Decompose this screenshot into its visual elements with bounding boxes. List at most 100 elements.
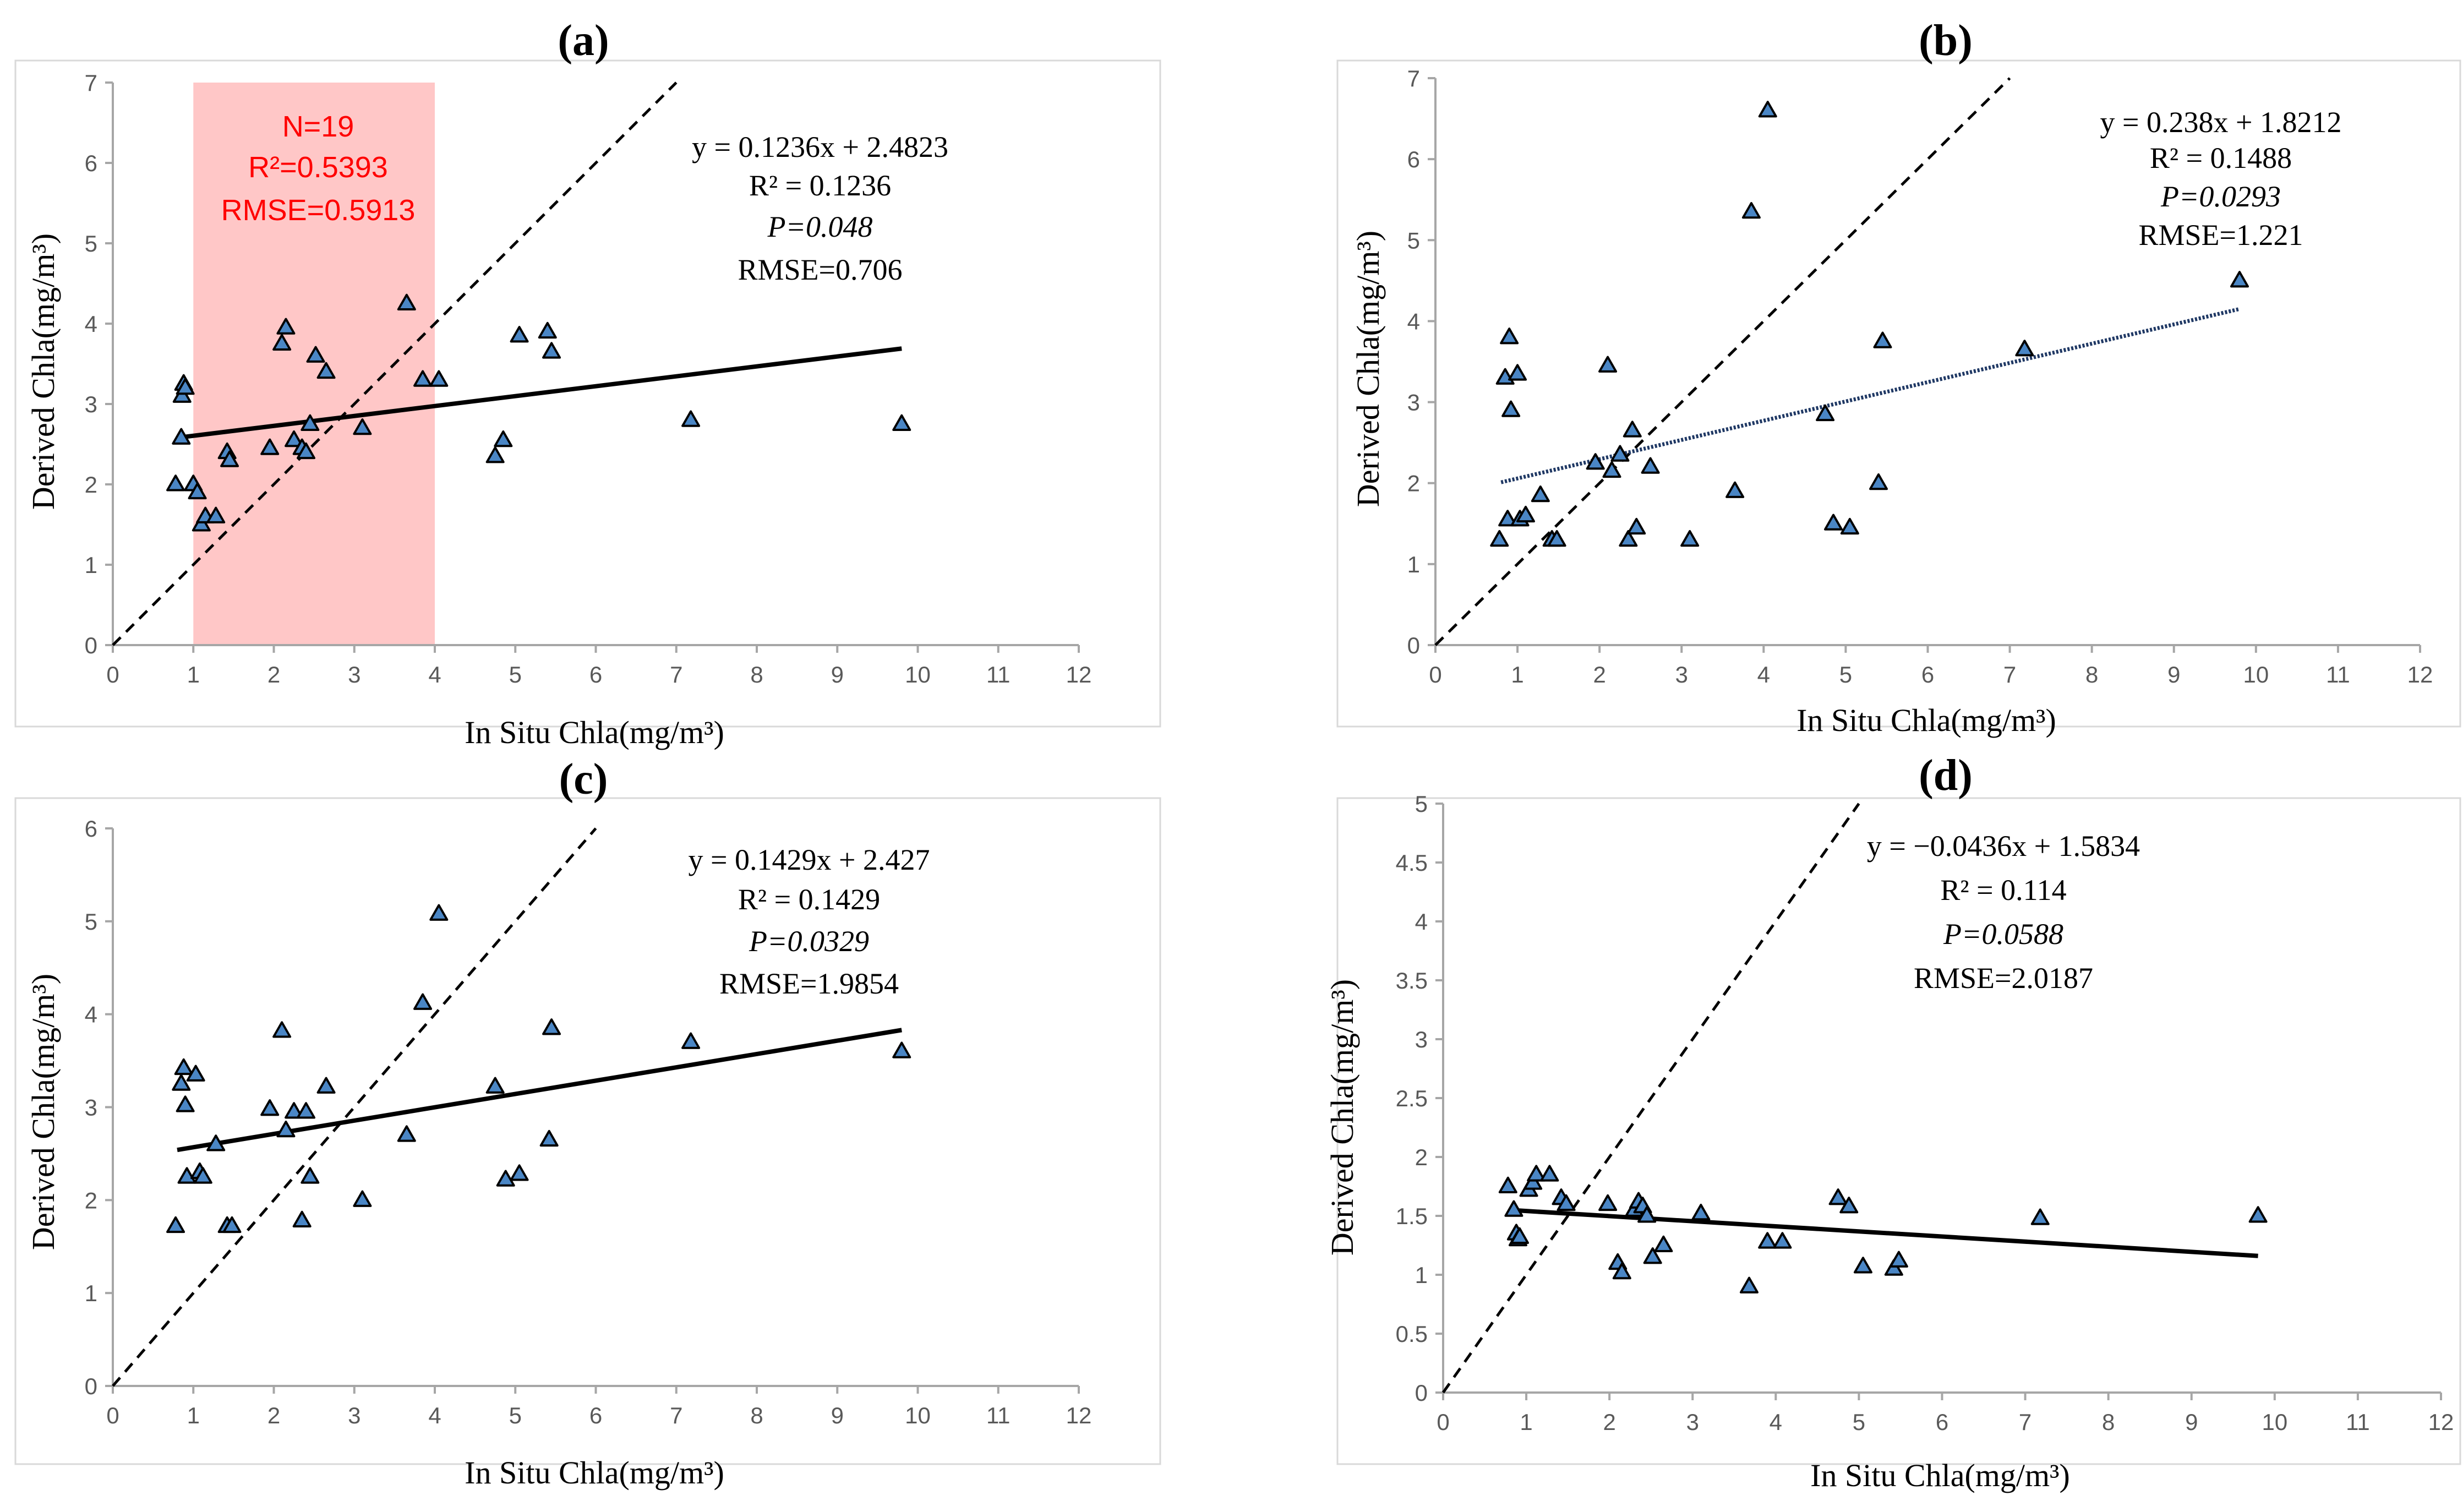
panel-c-x-tick-label-7: 7 xyxy=(670,1402,682,1428)
panel-b-y-tick-label-3: 3 xyxy=(1407,390,1420,416)
panel-d-data-point xyxy=(1510,1227,1529,1244)
panel-c-data-point xyxy=(166,1216,185,1233)
panel-b-y-tick-label-5: 5 xyxy=(1407,227,1420,253)
panel-a-data-point xyxy=(316,362,336,379)
panel-a-y-tick-label-3: 3 xyxy=(85,391,97,417)
panel-c-x-tick-label-5: 5 xyxy=(509,1402,522,1428)
panel-b-data-point xyxy=(1516,505,1535,523)
panel-b-data-point xyxy=(2015,340,2034,357)
panel-d-y-tick-label-5: 2.5 xyxy=(1396,1085,1428,1111)
panel-d-data-point xyxy=(1773,1232,1792,1249)
panel-a-y-tick-label-5: 5 xyxy=(85,231,97,256)
panel-b-data-point xyxy=(1498,510,1517,527)
panel-a-data-point xyxy=(413,370,433,387)
panel-b-x-tick-label-10: 10 xyxy=(2243,662,2269,687)
panel-a-y-tick-label-2: 2 xyxy=(85,472,97,498)
panel-a-x-axis-title: In Situ Chla(mg/m³) xyxy=(465,714,724,750)
panel-a-data-point xyxy=(272,334,292,351)
panel-a-data-point xyxy=(542,342,561,359)
panel-c-x-tick-label-12: 12 xyxy=(1066,1402,1092,1428)
panel-d-title: (d) xyxy=(1919,751,1973,800)
panel-d-x-axis-title: In Situ Chla(mg/m³) xyxy=(1810,1458,2070,1493)
panel-a-data-point xyxy=(206,506,226,523)
panel-a-data-point xyxy=(306,346,325,363)
panel-a-data-point xyxy=(301,414,320,431)
panel-a-p-value: P=0.048 xyxy=(767,210,873,243)
panel-b-data-point xyxy=(1619,530,1638,547)
panel-b-data-point xyxy=(1610,445,1630,462)
panel-d-data-point xyxy=(1637,1206,1657,1223)
panel-b-data-point xyxy=(1725,481,1745,498)
panel-a-data-point xyxy=(188,482,207,500)
panel-c-data-point xyxy=(186,1065,205,1082)
panel-d-x-tick-label-8: 8 xyxy=(2102,1409,2115,1435)
panel-b-data-point xyxy=(1641,457,1660,474)
panel-a-y-tick-label-0: 0 xyxy=(85,632,97,658)
panel-a-x-tick-label-2: 2 xyxy=(267,662,280,687)
panel-b-data-point xyxy=(1627,517,1646,535)
panel-d-y-tick-label-10: 5 xyxy=(1415,791,1428,817)
panel-b-r2: R² = 0.1488 xyxy=(2150,141,2292,174)
panel-b-equation: y = 0.238x + 1.8212 xyxy=(2100,106,2342,139)
panel-b-data-point xyxy=(1500,327,1519,345)
panel-c-data-point xyxy=(285,1102,304,1119)
panel-a-y-tick-label-6: 6 xyxy=(85,150,97,176)
panel-b-x-tick-label-1: 1 xyxy=(1511,662,1523,687)
panel-c-equation: y = 0.1429x + 2.427 xyxy=(689,843,930,876)
panel-d-data-point xyxy=(1654,1235,1673,1252)
panel-a-highlight-n: N=19 xyxy=(282,110,354,143)
panel-a-x-tick-label-3: 3 xyxy=(348,662,361,687)
panel-c-y-tick-label-5: 5 xyxy=(85,909,97,935)
panel-c-y-axis-title: Derived Chla(mg/m³) xyxy=(25,974,61,1250)
panel-a-data-point xyxy=(285,430,304,447)
panel-d-x-tick-label-6: 6 xyxy=(1936,1409,1948,1435)
panel-c-x-tick-label-6: 6 xyxy=(589,1402,602,1428)
panel-d-x-tick-label-11: 11 xyxy=(2346,1409,2370,1435)
panel-c-data-point xyxy=(413,993,433,1010)
panel-c-data-point xyxy=(397,1125,416,1142)
panel-d-data-point xyxy=(1889,1251,1908,1268)
panel-d-data-point xyxy=(1498,1176,1517,1193)
panel-d-data-point xyxy=(1691,1203,1711,1221)
panel-b-title: (b) xyxy=(1919,17,1973,65)
panel-c-r2: R² = 0.1429 xyxy=(738,883,880,916)
panel-a-data-point xyxy=(353,418,372,435)
panel-d-one-to-one-line xyxy=(1441,803,1860,1394)
panel-c-data-point xyxy=(539,1129,559,1147)
panel-c-x-tick-label-4: 4 xyxy=(428,1402,441,1428)
panel-d-data-point xyxy=(1612,1262,1631,1280)
panel-d-x-tick-label-0: 0 xyxy=(1437,1409,1449,1435)
panel-b-p-value: P=0.0293 xyxy=(2160,180,2281,213)
panel-a-data-point xyxy=(166,474,185,492)
panel-d-y-axis-title: Derived Chla(mg/m³) xyxy=(1324,979,1360,1256)
panel-d-x-tick-label-1: 1 xyxy=(1520,1409,1532,1435)
panel-b-data-point xyxy=(1869,473,1888,490)
panel-c-x-tick-label-11: 11 xyxy=(986,1402,1011,1428)
panel-a-data-point xyxy=(176,378,195,395)
panel-c-x-axis-title: In Situ Chla(mg/m³) xyxy=(465,1455,724,1491)
panel-d-data-point xyxy=(1828,1188,1848,1205)
panel-d-data-point xyxy=(2248,1206,2268,1223)
panel-b-data-point xyxy=(1508,364,1527,381)
panel-c-y-tick-label-0: 0 xyxy=(85,1373,97,1399)
panel-d-data-point xyxy=(1504,1200,1523,1217)
panel-c-data-point xyxy=(542,1018,561,1035)
panel-c-data-point xyxy=(260,1099,280,1116)
panel-b-x-tick-label-9: 9 xyxy=(2167,662,2180,687)
panel-b-frame xyxy=(1336,59,2461,728)
panel-a-regression-line xyxy=(177,346,902,440)
panel-d-rmse: RMSE=2.0187 xyxy=(1914,962,2093,995)
panel-a-x-tick-label-1: 1 xyxy=(187,662,200,687)
panel-a-data-point xyxy=(220,450,239,467)
panel-b-y-tick-label-2: 2 xyxy=(1407,471,1420,496)
panel-a-rmse: RMSE=0.706 xyxy=(738,253,902,286)
panel-a-x-tick-label-11: 11 xyxy=(986,662,1011,687)
panel-b-x-tick-label-4: 4 xyxy=(1757,662,1770,687)
panel-d-data-point xyxy=(1739,1276,1758,1293)
panel-c-data-point xyxy=(485,1077,505,1094)
panel-a-x-tick-label-12: 12 xyxy=(1066,662,1092,687)
panel-d-y-tick-label-8: 4 xyxy=(1415,909,1428,935)
